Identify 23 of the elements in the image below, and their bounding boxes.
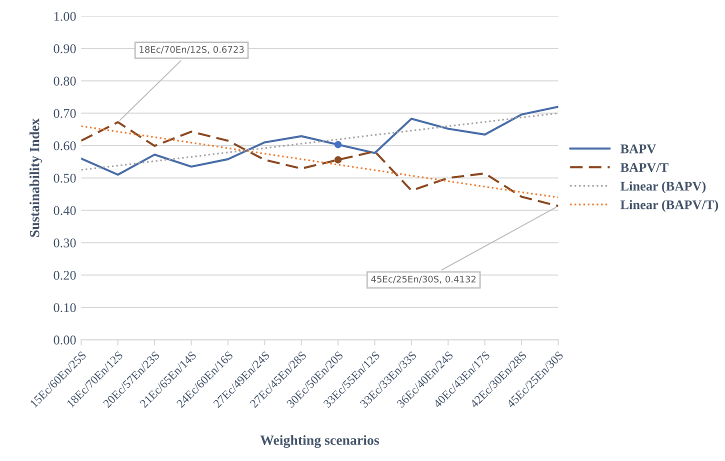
y-tick-label: 0.80 xyxy=(54,76,76,86)
line-series xyxy=(81,125,558,198)
y-tick-label: 0.50 xyxy=(54,174,76,183)
y-tick-label: 0.30 xyxy=(54,238,76,248)
legend-label: BAPV xyxy=(620,144,656,154)
annotation: 45Ec/25En/30S, 0.4132 xyxy=(371,276,476,284)
y-tick-label: 0.60 xyxy=(54,141,76,150)
legend-label: Linear (BAPV/T) xyxy=(620,200,718,212)
legend-label: Linear (BAPV) xyxy=(620,181,706,194)
line-series xyxy=(81,121,558,208)
legend-label: BAPV/T xyxy=(620,163,668,172)
y-tick-label: 0.90 xyxy=(54,44,76,54)
annotation: 18Ec/70En/12S, 0.6723 xyxy=(140,46,244,54)
y-axis-title: Sustainability Index xyxy=(30,118,42,237)
y-tick-label: 0.00 xyxy=(54,336,76,345)
y-tick-label: 0.70 xyxy=(54,109,76,118)
line-series xyxy=(81,106,558,176)
y-tick-label: 1.00 xyxy=(54,12,76,21)
x-axis-title: Weighting scenarios xyxy=(260,435,379,448)
y-tick-label: 0.40 xyxy=(54,206,76,216)
y-tick-label: 0.10 xyxy=(54,303,76,312)
line-series xyxy=(81,112,558,171)
y-tick-label: 0.20 xyxy=(54,270,76,280)
